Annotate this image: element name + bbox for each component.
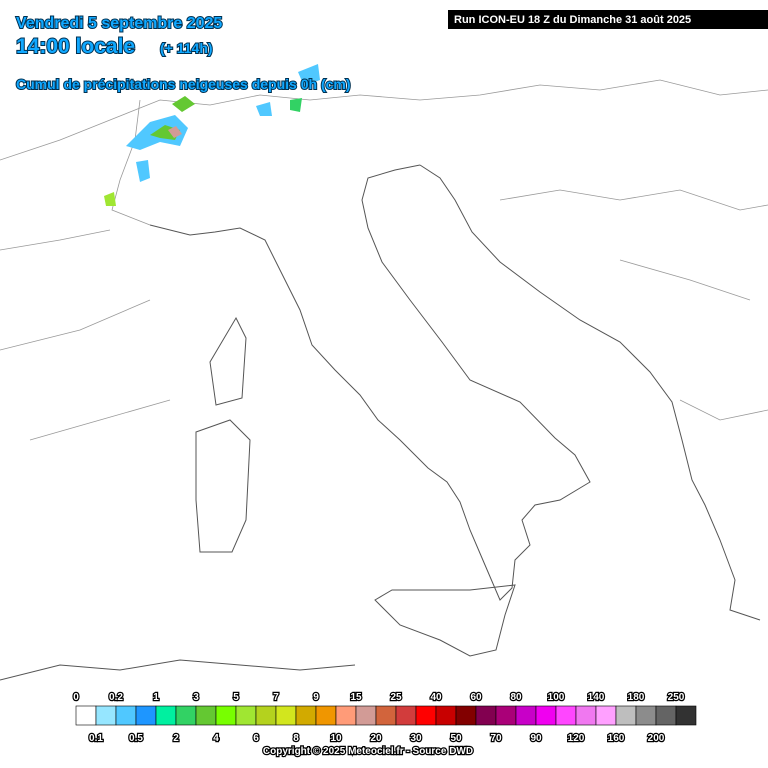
legend-swatch	[95, 705, 117, 726]
legend-swatch	[635, 705, 657, 726]
legend-swatch	[615, 705, 637, 726]
legend-label: 0	[73, 692, 79, 703]
legend-swatch	[215, 705, 237, 726]
legend-label: 10	[330, 733, 342, 744]
legend-swatch	[155, 705, 177, 726]
legend-swatch	[315, 705, 337, 726]
legend-swatch	[475, 705, 497, 726]
copyright: Copyright © 2025 Meteociel.fr - Source D…	[263, 746, 473, 757]
legend-label: 80	[510, 692, 522, 703]
legend-label: 4	[213, 733, 219, 744]
legend-label: 3	[193, 692, 199, 703]
run-label: Run ICON-EU 18 Z du Dimanche 31 août 202…	[454, 14, 691, 26]
legend-label: 20	[370, 733, 382, 744]
legend-swatch	[295, 705, 317, 726]
legend-label: 140	[588, 692, 605, 703]
legend-label: 7	[273, 692, 279, 703]
legend-label: 250	[668, 692, 685, 703]
legend-label: 200	[648, 733, 665, 744]
legend-swatch	[395, 705, 417, 726]
legend-swatch	[235, 705, 257, 726]
legend-label: 180	[628, 692, 645, 703]
legend-label: 9	[313, 692, 319, 703]
legend-label: 2	[173, 733, 179, 744]
legend-label: 90	[530, 733, 542, 744]
legend-swatch	[415, 705, 437, 726]
legend-swatch	[675, 705, 697, 726]
legend-label: 15	[350, 692, 362, 703]
legend-swatch	[555, 705, 577, 726]
legend-swatch	[595, 705, 617, 726]
lead-time: (+ 114h)	[160, 40, 213, 56]
legend-swatch	[495, 705, 517, 726]
legend-label: 30	[410, 733, 422, 744]
legend-swatch	[135, 705, 157, 726]
legend-swatch	[375, 705, 397, 726]
legend-label: 50	[450, 733, 462, 744]
legend-label: 100	[548, 692, 565, 703]
legend-swatch	[535, 705, 557, 726]
legend-swatch	[435, 705, 457, 726]
legend-swatch	[515, 705, 537, 726]
legend-label: 0.1	[89, 733, 103, 744]
legend-label: 1	[153, 692, 159, 703]
legend-swatch	[195, 705, 217, 726]
legend-label: 60	[470, 692, 482, 703]
legend-swatch	[455, 705, 477, 726]
legend-label: 160	[608, 733, 625, 744]
legend-swatch	[255, 705, 277, 726]
legend: 0 0.1 0.2 0.5 1 2 3 4 5 6 7 8 9 10 15 20 25 30 40 50 60 70 80 9…	[72, 691, 697, 745]
field-name: Cumul de précipitations neigeuses depuis…	[16, 76, 351, 92]
legend-swatch	[275, 705, 297, 726]
legend-label: 8	[293, 733, 299, 744]
legend-swatch	[355, 705, 377, 726]
legend-label: 5	[233, 692, 239, 703]
legend-swatch	[115, 705, 137, 726]
legend-label: 0.2	[109, 692, 123, 703]
legend-label: 25	[390, 692, 402, 703]
legend-swatch	[575, 705, 597, 726]
legend-label: 6	[253, 733, 259, 744]
run-box	[448, 10, 768, 29]
legend-swatch	[335, 705, 357, 726]
basemap	[0, 79, 768, 681]
legend-label: 120	[568, 733, 585, 744]
legend-swatch	[75, 705, 97, 726]
time: 14:00 locale	[16, 35, 135, 58]
legend-label: 70	[490, 733, 502, 744]
legend-label: 40	[430, 692, 442, 703]
legend-swatch	[655, 705, 677, 726]
snow-areas	[104, 64, 320, 206]
legend-swatch	[175, 705, 197, 726]
legend-label: 0.5	[129, 733, 143, 744]
date: Vendredi 5 septembre 2025	[16, 15, 222, 32]
